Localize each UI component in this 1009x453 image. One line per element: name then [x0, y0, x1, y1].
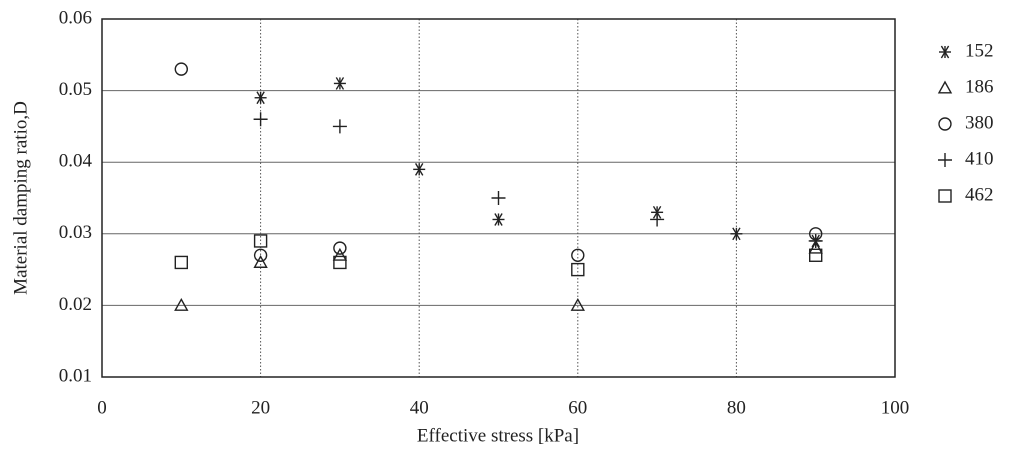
data-point: [174, 255, 189, 270]
data-point: [808, 233, 823, 248]
legend-marker: [938, 117, 952, 131]
marker-shape: [650, 212, 665, 227]
legend-label: 380: [965, 112, 994, 133]
y-tick-label: 0.02: [59, 294, 92, 315]
data-point: [253, 248, 268, 262]
legend-label: 152: [965, 40, 994, 61]
y-axis-label: Material damping ratio,D: [10, 101, 31, 295]
marker-shape: [938, 153, 952, 167]
legend-marker: [938, 153, 952, 167]
marker-shape: [253, 112, 268, 127]
x-tick-label: 40: [410, 397, 429, 418]
data-point: [333, 77, 346, 90]
y-tick-label: 0.01: [59, 365, 92, 386]
legend-label: 186: [965, 76, 994, 97]
marker-shape: [253, 234, 268, 248]
data-point: [332, 119, 347, 134]
legend-marker: [937, 80, 953, 94]
legend-marker: [938, 189, 952, 203]
marker-shape: [808, 233, 823, 248]
marker-shape: [938, 189, 952, 203]
data-point: [650, 212, 665, 227]
marker-shape: [808, 240, 823, 254]
data-point: [332, 247, 348, 261]
marker-shape: [938, 117, 952, 131]
plot-frame: [101, 18, 896, 378]
data-point: [571, 248, 585, 262]
data-point: [730, 227, 743, 241]
legend-label: 410: [965, 148, 994, 169]
marker-shape: [809, 248, 823, 262]
data-point: [570, 297, 585, 311]
marker-shape: [333, 241, 347, 255]
legend-label: 462: [965, 184, 994, 205]
marker-shape: [174, 255, 189, 270]
data-point: [333, 241, 347, 255]
x-tick-label: 20: [251, 397, 270, 418]
data-point: [174, 62, 189, 76]
x-axis-label: Effective stress [kPa]: [417, 425, 579, 446]
data-point: [808, 240, 823, 254]
data-point: [571, 262, 585, 277]
data-point: [174, 297, 189, 311]
data-point: [809, 248, 823, 262]
marker-shape: [174, 62, 189, 76]
y-tick-label: 0.06: [59, 7, 92, 28]
marker-shape: [571, 262, 585, 277]
x-tick-label: 100: [881, 397, 910, 418]
x-tick-label: 80: [727, 397, 746, 418]
legend-marker: [939, 45, 951, 59]
marker-shape: [332, 247, 348, 261]
y-tick-label: 0.04: [59, 151, 93, 172]
marker-shape: [937, 80, 953, 94]
marker-shape: [253, 254, 268, 268]
data-point: [492, 213, 505, 226]
y-tick-label: 0.05: [59, 79, 92, 100]
marker-shape: [253, 248, 268, 262]
data-point: [413, 162, 426, 176]
x-tick-label: 0: [97, 397, 107, 418]
data-point: [491, 191, 506, 205]
data-point: [253, 112, 268, 127]
marker-shape: [491, 191, 506, 205]
marker-shape: [571, 248, 585, 262]
marker-shape: [174, 297, 189, 311]
data-point: [254, 91, 267, 105]
data-point: [253, 254, 268, 268]
marker-shape: [332, 119, 347, 134]
data-point: [253, 234, 268, 248]
marker-shape: [333, 255, 347, 270]
y-tick-label: 0.03: [59, 222, 92, 243]
data-point: [333, 255, 347, 270]
x-tick-label: 60: [568, 397, 587, 418]
marker-shape: [570, 297, 585, 311]
